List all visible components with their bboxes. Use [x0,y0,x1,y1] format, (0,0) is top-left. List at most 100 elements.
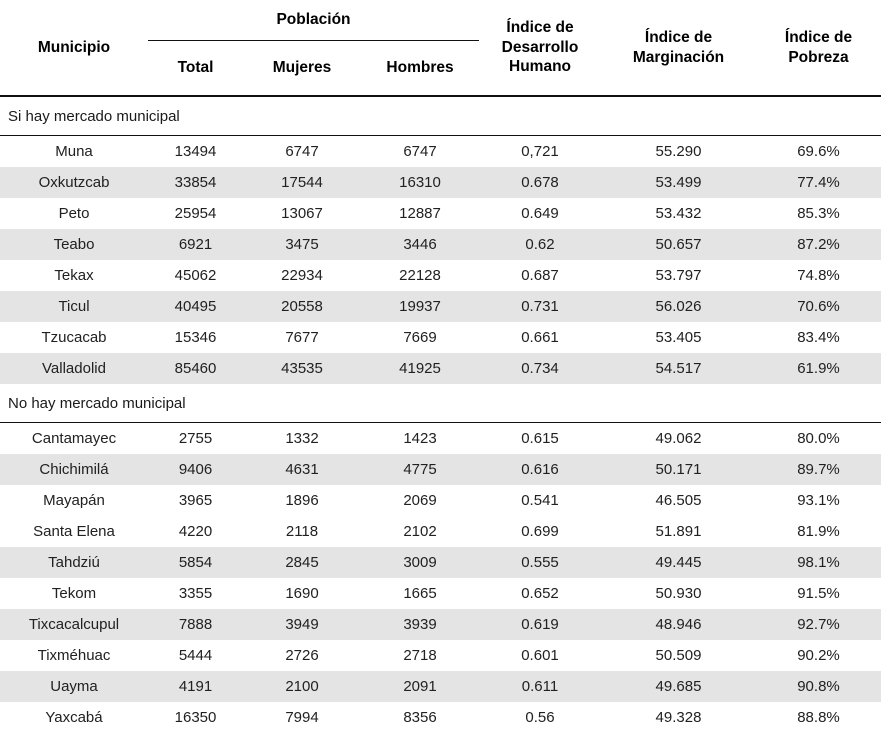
cell-mujeres: 2100 [285,678,319,695]
cell-hombres: 41925 [399,360,441,377]
section-label: Si hay mercado municipal [0,96,881,136]
cell-total: 16350 [174,709,217,726]
cell-total: 7888 [178,616,213,633]
cell-total: 33854 [174,174,217,191]
cell-pobreza: 88.8% [797,709,840,726]
col-header-mujeres: Mujeres [272,59,332,77]
table-row: Yaxcabá 16350 7994 8356 0.56 49.328 88.8% [0,702,881,733]
cell-idh: 0.649 [521,205,559,222]
cell-hombres: 1665 [403,585,437,602]
section-header-row: No hay mercado municipal [0,384,881,423]
cell-idh: 0.616 [521,461,559,478]
cell-idh: 0.541 [521,492,559,509]
cell-marginacion: 53.405 [655,329,702,346]
cell-idh: 0.699 [521,523,559,540]
cell-municipio: Yaxcabá [45,709,103,726]
cell-municipio: Tixcacalcupul [28,616,120,633]
cell-hombres: 2718 [403,647,437,664]
cell-mujeres: 17544 [281,174,323,191]
cell-municipio: Teabo [53,236,95,253]
cell-municipio: Tzucacab [41,329,107,346]
cell-pobreza: 61.9% [797,360,840,377]
cell-marginacion: 50.509 [655,647,702,664]
cell-marginacion: 49.445 [655,554,702,571]
cell-total: 3355 [178,585,213,602]
cell-hombres: 3939 [403,616,437,633]
table-body: Si hay mercado municipal Muna 13494 6747 674… [0,96,881,733]
cell-mujeres: 3949 [285,616,319,633]
cell-total: 5854 [178,554,213,571]
cell-marginacion: 53.432 [655,205,702,222]
table-row: Tekom 3355 1690 1665 0.652 50.930 91.5% [0,578,881,609]
cell-idh: 0.661 [521,329,559,346]
cell-idh: 0.611 [521,678,559,695]
cell-pobreza: 74.8% [797,267,840,284]
cell-total: 25954 [174,205,217,222]
cell-pobreza: 90.2% [797,647,840,664]
cell-mujeres: 1896 [285,492,319,509]
cell-idh: 0.56 [525,709,555,726]
col-header-municipio: Municipio [37,38,111,56]
cell-pobreza: 81.9% [797,523,840,540]
cell-hombres: 8356 [403,709,437,726]
cell-total: 6921 [178,236,213,253]
header-row-group: Municipio Población Índice de Desarrollo… [0,0,881,75]
cell-municipio: Tekax [54,267,94,284]
cell-pobreza: 98.1% [797,554,840,571]
cell-municipio: Tekom [51,585,97,602]
cell-hombres: 22128 [399,267,441,284]
cell-marginacion: 46.505 [655,492,702,509]
table-row: Peto 25954 13067 12887 0.649 53.432 85.3% [0,198,881,229]
col-header-pobreza: Índice de Pobreza [784,29,853,66]
table-row: Tixméhuac 5444 2726 2718 0.601 50.509 90.2% [0,640,881,671]
cell-pobreza: 80.0% [797,430,840,447]
cell-municipio: Uayma [50,678,98,695]
cell-marginacion: 49.685 [655,678,702,695]
cell-pobreza: 70.6% [797,298,840,315]
cell-pobreza: 85.3% [797,205,840,222]
cell-idh: 0.652 [521,585,559,602]
cell-mujeres: 43535 [281,360,323,377]
cell-hombres: 7669 [403,329,437,346]
cell-marginacion: 49.328 [655,709,702,726]
table-row: Tixcacalcupul 7888 3949 3939 0.619 48.946 92.7… [0,609,881,640]
cell-total: 2755 [178,430,213,447]
cell-idh: 0.601 [521,647,559,664]
cell-mujeres: 6747 [285,143,319,160]
cell-mujeres: 7994 [285,709,319,726]
cell-marginacion: 51.891 [655,523,702,540]
cell-municipio: Peto [58,205,90,222]
col-header-hombres: Hombres [386,59,454,77]
cell-total: 5444 [178,647,213,664]
cell-pobreza: 77.4% [797,174,840,191]
cell-municipio: Mayapán [43,492,105,509]
cell-pobreza: 92.7% [797,616,840,633]
cell-mujeres: 2118 [285,523,319,540]
cell-mujeres: 1690 [285,585,319,602]
col-header-total: Total [177,59,214,77]
cell-mujeres: 22934 [281,267,323,284]
cell-pobreza: 90.8% [797,678,840,695]
cell-municipio: Ticul [58,298,90,315]
cell-marginacion: 48.946 [655,616,702,633]
table-row: Tekax 45062 22934 22128 0.687 53.797 74.8% [0,260,881,291]
cell-hombres: 16310 [399,174,441,191]
cell-total: 40495 [174,298,217,315]
cell-municipio: Santa Elena [33,523,115,540]
cell-idh: 0.62 [525,236,555,253]
cell-idh: 0,721 [521,143,559,160]
table-row: Oxkutzcab 33854 17544 16310 0.678 53.499 77.4% [0,167,881,198]
table-row: Cantamayec 2755 1332 1423 0.615 49.062 80.0% [0,423,881,455]
header-row-sub: Total Mujeres Hombres [0,41,881,97]
cell-total: 85460 [174,360,217,377]
table-row: Valladolid 85460 43535 41925 0.734 54.517 61.9… [0,353,881,384]
col-header-marginacion: Índice de Marginación [632,29,725,66]
table-row: Tzucacab 15346 7677 7669 0.661 53.405 83.4% [0,322,881,353]
cell-mujeres: 13067 [281,205,323,222]
cell-total: 45062 [174,267,217,284]
cell-marginacion: 50.657 [655,236,702,253]
cell-idh: 0.687 [521,267,559,284]
cell-idh: 0.734 [521,360,559,377]
cell-mujeres: 2845 [285,554,319,571]
